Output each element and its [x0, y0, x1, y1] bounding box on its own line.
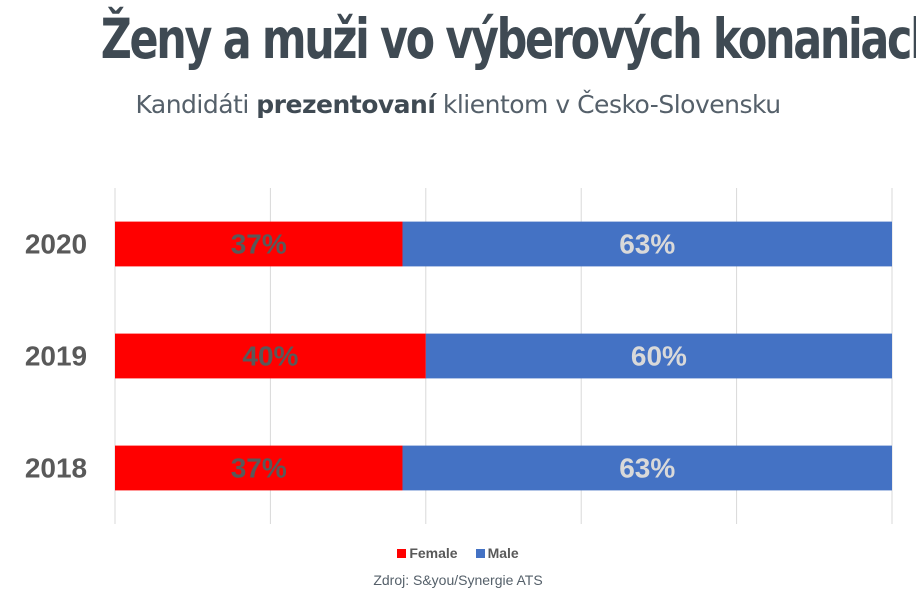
bar-female-2019 — [115, 333, 426, 379]
category-label: 2020 — [25, 229, 87, 260]
data-label-male-2019: 60% — [631, 341, 687, 372]
bar-male-2020 — [402, 221, 892, 267]
subtitle-text-before: Kandidáti — [135, 90, 257, 119]
data-label-male-2018: 63% — [619, 453, 675, 484]
chart-legend: Female Male — [0, 545, 916, 561]
page-title: Ženy a muži vo výberových konaniach — [100, 7, 916, 71]
data-label-female-2020: 37% — [231, 229, 287, 260]
legend-swatch-female — [397, 548, 407, 558]
legend-swatch-male — [475, 548, 485, 558]
bar-female-2018 — [115, 445, 403, 491]
bar-female-2020 — [115, 221, 403, 267]
legend-label-male: Male — [487, 545, 519, 561]
data-label-female-2018: 37% — [231, 453, 287, 484]
category-label: 2018 — [25, 453, 87, 484]
legend-label-female: Female — [409, 545, 458, 561]
legend-item-male: Male — [475, 545, 519, 561]
source-note: Zdroj: S&you/Synergie ATS — [373, 572, 543, 588]
bar-male-2019 — [425, 333, 892, 379]
subtitle-text-after: klientom v Česko-Slovensku — [435, 90, 781, 119]
legend-item-female: Female — [397, 545, 458, 561]
subtitle-text-bold: prezentovaní — [256, 90, 436, 119]
data-label-male-2020: 63% — [619, 229, 675, 260]
page-subtitle: Kandidáti prezentovaní klientom v Česko-… — [0, 88, 916, 122]
bar-male-2018 — [402, 445, 892, 491]
category-label: 2019 — [25, 341, 87, 372]
data-label-female-2019: 40% — [242, 341, 298, 372]
